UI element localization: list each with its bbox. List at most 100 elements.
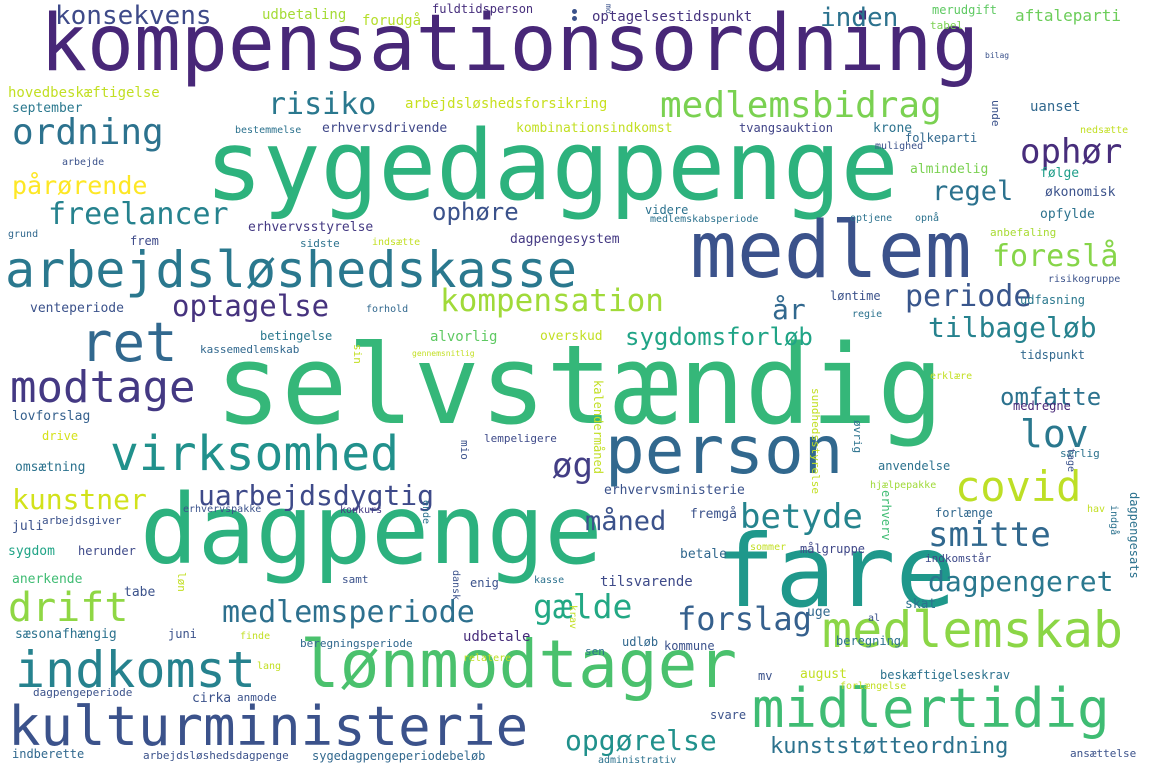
word: pårørende: [12, 171, 148, 200]
word: tidspunkt: [1020, 348, 1086, 362]
word: beregningsperiode: [300, 637, 413, 650]
word: midlertidig: [752, 677, 1110, 740]
word: tvangsauktion: [739, 121, 833, 135]
word: konsekvens: [55, 1, 212, 31]
word: uanset: [1030, 99, 1081, 115]
word: gennemsnitlig: [412, 349, 475, 358]
word: lov: [1020, 412, 1089, 456]
word: tabe: [124, 585, 156, 600]
word: betingelse: [260, 329, 333, 343]
word: modtage: [10, 362, 196, 413]
word: lønmodtager: [300, 626, 738, 703]
word: hav: [1087, 504, 1106, 515]
word: løn: [175, 572, 188, 592]
word: indkomst: [15, 641, 256, 699]
word: erhvervsministerie: [604, 483, 745, 498]
word: aftaleparti: [1015, 6, 1121, 25]
word: måned: [585, 506, 667, 537]
word: konkurs: [340, 505, 383, 516]
word: drive: [42, 429, 79, 443]
word: mio: [458, 440, 471, 460]
word: lang: [257, 661, 282, 672]
word: anbefaling: [990, 226, 1057, 239]
word: arbejdsløshedsdagpenge: [143, 749, 289, 762]
word: relatere: [463, 653, 512, 664]
word: dansk: [450, 570, 461, 601]
word: inden: [820, 3, 899, 33]
word: kunstner: [12, 483, 147, 516]
word: øvrig: [851, 420, 864, 454]
word: sygedagpenge: [205, 110, 899, 222]
word: medlem: [690, 206, 972, 296]
word: dagpengeret: [928, 565, 1114, 598]
word: mv: [758, 669, 773, 683]
word: følge: [1040, 166, 1080, 181]
word: erhvervsdrivende: [322, 121, 448, 136]
word: sidste: [300, 237, 340, 250]
word: dagpenge: [140, 474, 603, 586]
word: gælde: [533, 587, 633, 626]
word: nedsætte: [1080, 125, 1129, 136]
word: forlængelse: [840, 681, 907, 692]
word: optagelsestidspunkt: [592, 9, 753, 25]
word: løntime: [830, 289, 881, 303]
word: sygdom: [8, 544, 55, 559]
word: øg: [552, 446, 593, 486]
word: arbejdsløshedsforsikring: [405, 96, 608, 112]
word: august: [800, 667, 847, 682]
word: videre: [645, 203, 689, 217]
word: virksomhed: [110, 426, 399, 482]
word: regie: [852, 309, 883, 320]
word: risiko: [268, 87, 377, 122]
word: bestemmelse: [235, 125, 302, 136]
word: freelancer: [48, 197, 229, 232]
word: opnå: [915, 213, 940, 224]
word: selvstændig: [215, 321, 944, 449]
word: forhold: [366, 304, 409, 315]
word: opgørelse: [565, 724, 717, 757]
word: økonomisk: [1045, 185, 1116, 200]
word: optjene: [850, 213, 893, 224]
word: medlemskab: [822, 601, 1124, 659]
word: sin: [351, 344, 364, 364]
word: tilsvarende: [600, 574, 693, 590]
word: arbejdsgiver: [42, 514, 122, 527]
word: grund: [8, 229, 39, 240]
word: særlig: [1060, 447, 1100, 460]
word: sommer: [750, 542, 787, 553]
word: fare: [715, 513, 956, 630]
word: lovforslag: [12, 409, 91, 424]
word: udbetaling: [262, 7, 347, 23]
word: hovedbeskæftigelse: [8, 85, 160, 101]
word: al: [868, 613, 881, 624]
word: skat: [905, 597, 937, 612]
word: målgruppe: [800, 542, 866, 556]
word: alvorlig: [430, 329, 498, 345]
word: anmode: [237, 691, 277, 704]
word: frem: [130, 234, 159, 248]
word: enig: [470, 576, 499, 590]
word: kulturministerie: [8, 695, 529, 758]
word: unde: [989, 100, 1002, 127]
word: udfasning: [1020, 293, 1086, 307]
word: ordning: [12, 112, 164, 153]
word: tabel: [930, 19, 964, 32]
word: indberette: [12, 747, 85, 761]
word: forlænge: [935, 506, 993, 520]
word: kommune: [664, 639, 715, 653]
word: finde: [240, 631, 271, 642]
word: sygdomsforløb: [625, 323, 813, 351]
word: uarbejdsdygtig: [198, 479, 435, 512]
word: ansættelse: [1070, 747, 1137, 760]
word: ophør: [1020, 132, 1123, 172]
word: erhvervspakke: [183, 504, 262, 515]
dot-mark: [572, 16, 577, 21]
word: juni: [168, 627, 197, 641]
word: mulighed: [875, 141, 924, 152]
word: udløb: [622, 635, 659, 649]
word: sen: [585, 645, 605, 658]
word: covid: [955, 462, 1082, 511]
word: omsætning: [15, 460, 86, 475]
word: bilag: [985, 51, 1010, 60]
word: erhverv: [879, 490, 893, 541]
